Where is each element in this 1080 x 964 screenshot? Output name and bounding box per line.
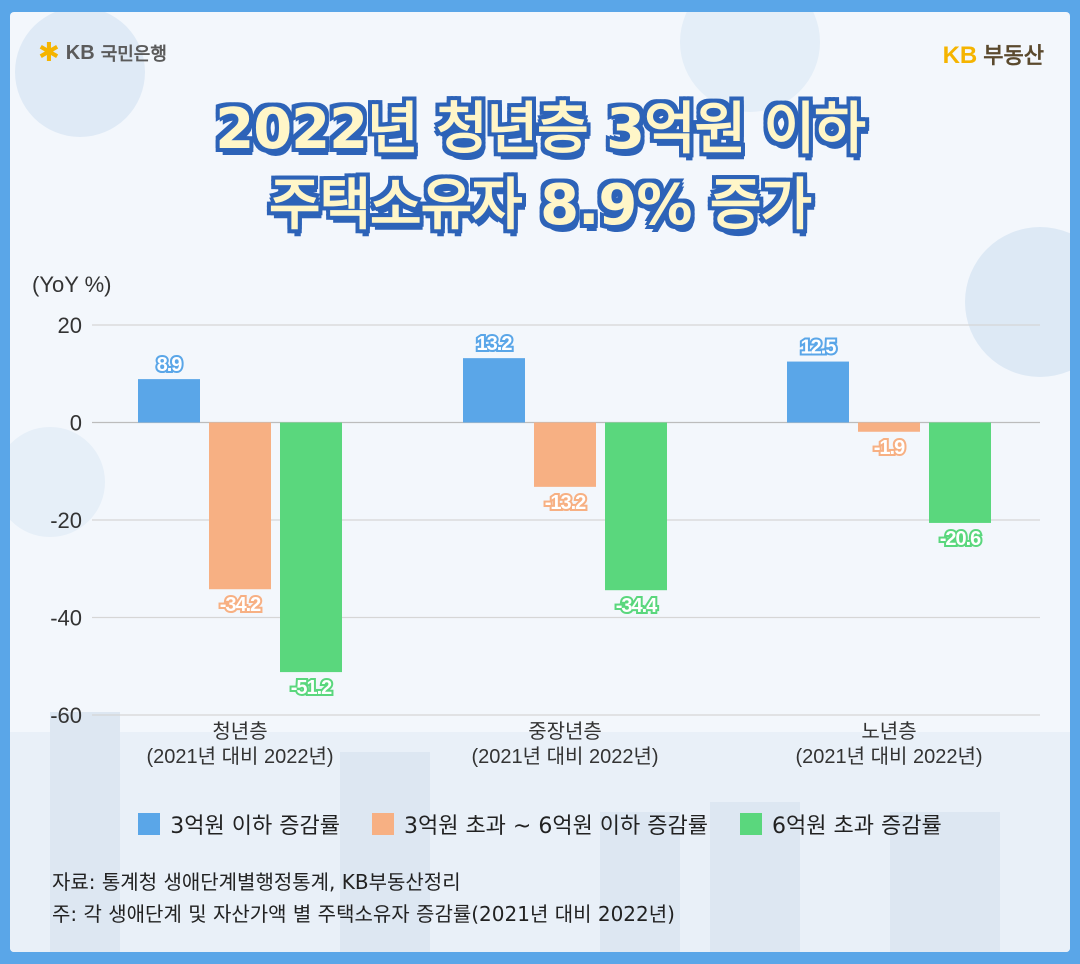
bar-chart: (YoY %) 20 0 -20 -40 -60 8.9 13.2 12.5 -34.2 -13.2… [32,272,1040,768]
kb-star-icon: ✱ [38,38,60,68]
kb-bank-logo-text: KB [65,41,95,64]
y-tick-label: 0 [70,411,82,436]
kb-bank-logo: ✱ KB 국민은행 [38,40,167,66]
bar [929,422,991,523]
legend-item-blue: 3억원 이하 증감률 [138,808,340,840]
x-tick-label: (2021년 대비 2022년) [795,745,982,768]
kb-bank-name: 국민은행 [100,44,167,65]
legend-swatch-blue [138,813,161,835]
legend-label-green: 6억원 초과 증감률 [772,814,942,839]
data-label: -34.4 [616,595,658,617]
legend-label-orange: 3억원 초과 ~ 6억원 이하 증감률 [403,814,709,839]
y-tick-label: -20 [50,508,82,533]
page-title: 2022년 청년층 3억원 이하 주택소유자 8.9% 증가 [10,92,1070,244]
x-tick-label: 노년층 [861,720,916,743]
chart-legend: 3억원 이하 증감률 3억원 초과 ~ 6억원 이하 증감률 6억원 초과 증감… [0,808,1080,840]
data-label: -20.6 [940,528,981,550]
legend-item-orange: 3억원 초과 ~ 6억원 이하 증감률 [371,808,709,840]
x-tick-label: (2021년 대비 2022년) [471,745,658,768]
x-tick-label: (2021년 대비 2022년) [146,745,333,768]
kb-brand-logo-text: KB [942,42,978,69]
legend-label-blue: 3억원 이하 증감률 [170,814,340,839]
x-tick-label: 중장년층 [528,720,602,743]
source-notes: 자료: 통계청 생애단계별행정통계, KB부동산정리 주: 각 생애단계 및 자… [52,866,675,930]
title-line-1: 2022년 청년층 3억원 이하 [215,97,865,162]
y-tick-label: 20 [58,313,82,338]
bar [463,358,525,423]
bar [787,361,849,423]
bar [605,422,667,591]
data-label: -1.9 [874,437,905,459]
kb-brand-name: 부동산 [983,44,1044,69]
y-axis-label: (YoY %) [32,272,112,297]
y-tick-label: -40 [50,606,82,631]
data-label: -34.2 [220,594,261,616]
data-label: 8.9 [157,354,183,376]
legend-item-green: 6억원 초과 증감률 [740,808,942,840]
title-line-2: 주택소유자 8.9% 증가 [269,173,812,238]
kb-real-estate-logo: KB 부동산 [943,38,1044,70]
data-label: -51.2 [291,677,332,699]
data-label: -13.2 [545,492,586,514]
bar [858,422,920,432]
data-label: 13.2 [477,333,513,355]
bar [138,379,200,423]
bar [280,422,342,673]
data-label: 12.5 [801,337,837,359]
y-tick-label: -60 [50,703,82,728]
x-tick-label: 청년층 [212,720,267,743]
bar [209,422,271,590]
bar [534,422,596,487]
source-text: 자료: 통계청 생애단계별행정통계, KB부동산정리 [52,870,461,894]
footnote-text: 주: 각 생애단계 및 자산가액 별 주택소유자 증감률(2021년 대비 20… [52,902,675,926]
legend-swatch-green [740,813,763,835]
legend-swatch-orange [371,813,394,835]
